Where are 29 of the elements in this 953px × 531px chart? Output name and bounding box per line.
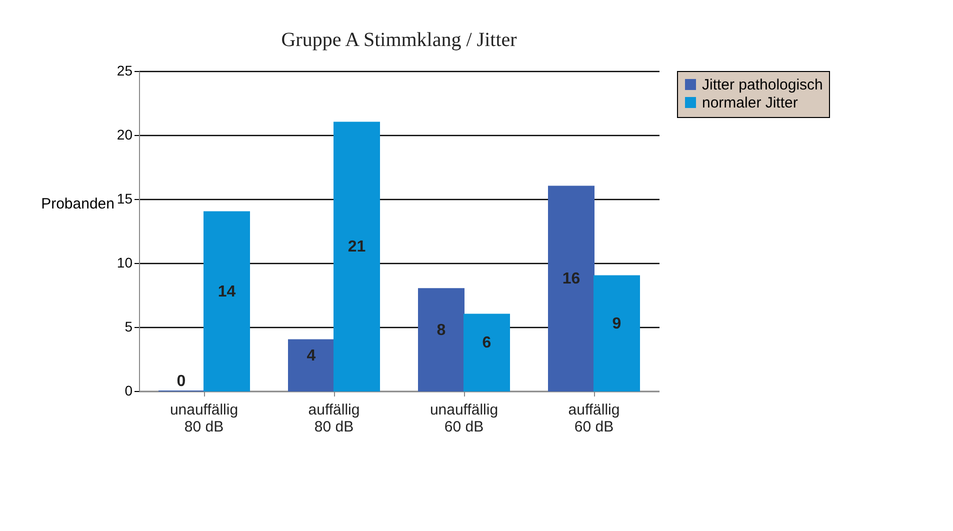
legend-label: normaler Jitter xyxy=(702,94,798,112)
y-tick-label: 5 xyxy=(124,318,133,334)
bar xyxy=(548,186,594,392)
bar xyxy=(464,314,510,392)
y-tick-label: 0 xyxy=(124,382,133,398)
legend-label: Jitter pathologisch xyxy=(702,76,823,94)
data-label: 0 xyxy=(176,373,186,390)
y-tick-label: 15 xyxy=(116,190,133,206)
x-tick-label: auffällig 80 dB xyxy=(308,402,360,436)
x-tick-label: auffällig 60 dB xyxy=(568,402,620,436)
y-tick-label: 20 xyxy=(116,126,133,142)
data-label: 16 xyxy=(562,270,580,288)
bar xyxy=(334,122,380,392)
bar xyxy=(594,275,640,392)
data-label: 21 xyxy=(348,238,366,256)
x-tick-label: unauffällig 60 dB xyxy=(430,402,498,436)
bar xyxy=(418,288,464,392)
bar xyxy=(288,339,334,392)
data-label: 6 xyxy=(482,334,492,352)
y-axis-title: Probanden xyxy=(41,196,114,212)
data-label: 14 xyxy=(218,283,236,300)
x-tick-label: unauffällig 80 dB xyxy=(170,402,238,436)
y-tick-label: 10 xyxy=(116,254,133,270)
y-tick-label: 25 xyxy=(116,62,133,78)
chart-title: Gruppe A Stimmklang / Jitter xyxy=(281,29,518,51)
data-label: 4 xyxy=(306,347,316,364)
data-label: 8 xyxy=(436,322,446,339)
data-label: 9 xyxy=(612,315,622,332)
bar xyxy=(204,211,250,392)
